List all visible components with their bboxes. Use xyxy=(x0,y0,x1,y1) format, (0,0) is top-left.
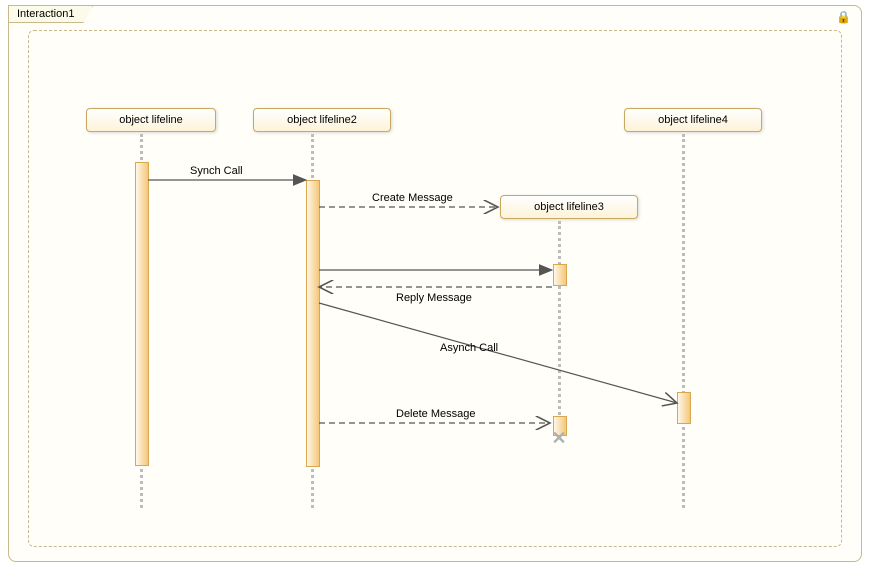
frame-title-tab: Interaction1 xyxy=(8,5,93,23)
lifeline-dash-l4 xyxy=(682,134,685,508)
activation-bar[interactable] xyxy=(677,392,691,424)
lifeline-head-l4[interactable]: object lifeline4 xyxy=(624,108,762,132)
lifeline-head-l3[interactable]: object lifeline3 xyxy=(500,195,638,219)
message-label: Reply Message xyxy=(396,292,472,304)
lifeline-dash-l3 xyxy=(558,221,561,438)
destroy-icon: ✕ xyxy=(551,430,567,446)
lifeline-label: object lifeline4 xyxy=(658,114,728,126)
lock-icon: 🔒 xyxy=(836,10,851,24)
message-label: Delete Message xyxy=(396,408,476,420)
activation-bar[interactable] xyxy=(135,162,149,466)
lifeline-label: object lifeline2 xyxy=(287,114,357,126)
message-label: Create Message xyxy=(372,192,453,204)
lifeline-label: object lifeline3 xyxy=(534,201,604,213)
lifeline-head-l1[interactable]: object lifeline xyxy=(86,108,216,132)
activation-bar[interactable] xyxy=(553,264,567,286)
lifeline-head-l2[interactable]: object lifeline2 xyxy=(253,108,391,132)
activation-bar[interactable] xyxy=(306,180,320,467)
message-label: Synch Call xyxy=(190,165,243,177)
lifeline-label: object lifeline xyxy=(119,114,183,126)
message-label: Asynch Call xyxy=(440,342,498,354)
frame-title: Interaction1 xyxy=(17,8,74,20)
